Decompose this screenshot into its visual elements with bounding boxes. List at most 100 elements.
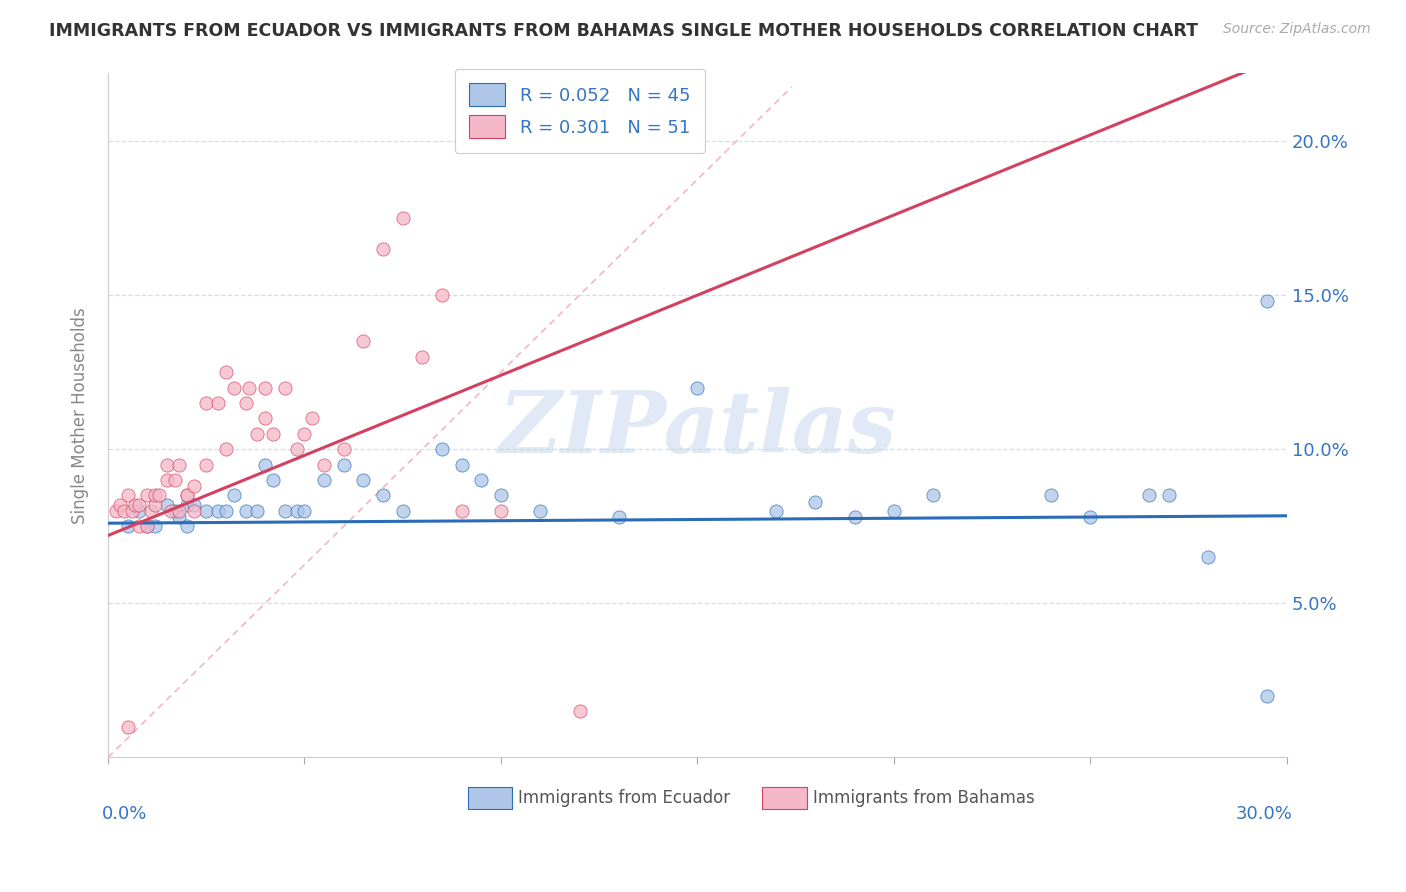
Point [128, 498, 150, 512]
Point [176, 488, 198, 502]
Point [167, 504, 190, 518]
Point [238, 381, 260, 395]
Point [246, 504, 269, 518]
Point [391, 211, 413, 225]
Point [294, 504, 316, 518]
Point [207, 396, 229, 410]
Point [176, 498, 198, 512]
Point [156, 498, 179, 512]
Point [222, 488, 245, 502]
Point [136, 488, 159, 502]
Point [128, 504, 150, 518]
Point [195, 396, 218, 410]
Point [112, 504, 135, 518]
Legend: R = 0.052   N = 45, R = 0.301   N = 51: R = 0.052 N = 45, R = 0.301 N = 51 [454, 69, 704, 153]
Point [262, 473, 284, 487]
Point [1157, 488, 1180, 502]
Point [285, 442, 308, 457]
Point [124, 498, 146, 512]
Text: 0.0%: 0.0% [103, 805, 148, 823]
Point [121, 504, 143, 518]
Point [686, 381, 709, 395]
Point [352, 334, 374, 349]
Point [352, 473, 374, 487]
Point [156, 458, 179, 472]
FancyBboxPatch shape [762, 787, 807, 809]
Point [160, 504, 183, 518]
Point [195, 504, 218, 518]
Point [371, 242, 394, 256]
Point [136, 519, 159, 533]
Point [246, 426, 269, 441]
Point [143, 498, 166, 512]
Point [148, 488, 170, 502]
Point [1040, 488, 1063, 502]
Point [430, 442, 453, 457]
Point [254, 381, 277, 395]
Point [450, 504, 472, 518]
Point [235, 396, 257, 410]
Point [371, 488, 394, 502]
Point [215, 365, 238, 379]
Point [883, 504, 905, 518]
Point [156, 473, 179, 487]
Point [411, 350, 433, 364]
Point [314, 473, 336, 487]
Point [163, 504, 186, 518]
Point [391, 504, 413, 518]
Point [117, 488, 139, 502]
Point [183, 479, 205, 493]
Point [314, 458, 336, 472]
Point [489, 504, 512, 518]
Text: Immigrants from Ecuador: Immigrants from Ecuador [519, 789, 730, 806]
Point [176, 488, 198, 502]
Point [167, 510, 190, 524]
Point [183, 498, 205, 512]
Text: IMMIGRANTS FROM ECUADOR VS IMMIGRANTS FROM BAHAMAS SINGLE MOTHER HOUSEHOLDS CORR: IMMIGRANTS FROM ECUADOR VS IMMIGRANTS FR… [49, 22, 1198, 40]
Point [430, 288, 453, 302]
Point [254, 411, 277, 425]
Point [141, 504, 163, 518]
Point [489, 488, 512, 502]
Point [274, 504, 297, 518]
Text: Immigrants from Bahamas: Immigrants from Bahamas [813, 789, 1035, 806]
Point [143, 519, 166, 533]
Point [215, 504, 238, 518]
Point [262, 426, 284, 441]
Point [274, 381, 297, 395]
Point [1256, 294, 1278, 309]
Point [804, 494, 827, 508]
Point [922, 488, 945, 502]
Point [844, 510, 866, 524]
Point [285, 504, 308, 518]
Point [207, 504, 229, 518]
Point [176, 519, 198, 533]
Point [294, 426, 316, 441]
Point [254, 458, 277, 472]
Point [1139, 488, 1161, 502]
Point [195, 458, 218, 472]
Point [108, 498, 131, 512]
Point [117, 519, 139, 533]
Text: Source: ZipAtlas.com: Source: ZipAtlas.com [1223, 22, 1371, 37]
Point [1256, 689, 1278, 703]
Text: 30.0%: 30.0% [1236, 805, 1294, 823]
Point [128, 519, 150, 533]
Point [607, 510, 630, 524]
Point [568, 704, 591, 718]
Point [117, 720, 139, 734]
Text: ZIPatlas: ZIPatlas [498, 387, 897, 471]
Point [1197, 550, 1219, 565]
Point [183, 504, 205, 518]
Point [450, 458, 472, 472]
Point [136, 519, 159, 533]
Point [529, 504, 551, 518]
Point [235, 504, 257, 518]
Point [301, 411, 323, 425]
Point [163, 473, 186, 487]
FancyBboxPatch shape [468, 787, 512, 809]
Point [470, 473, 492, 487]
Point [143, 488, 166, 502]
Point [1080, 510, 1102, 524]
Point [765, 504, 787, 518]
